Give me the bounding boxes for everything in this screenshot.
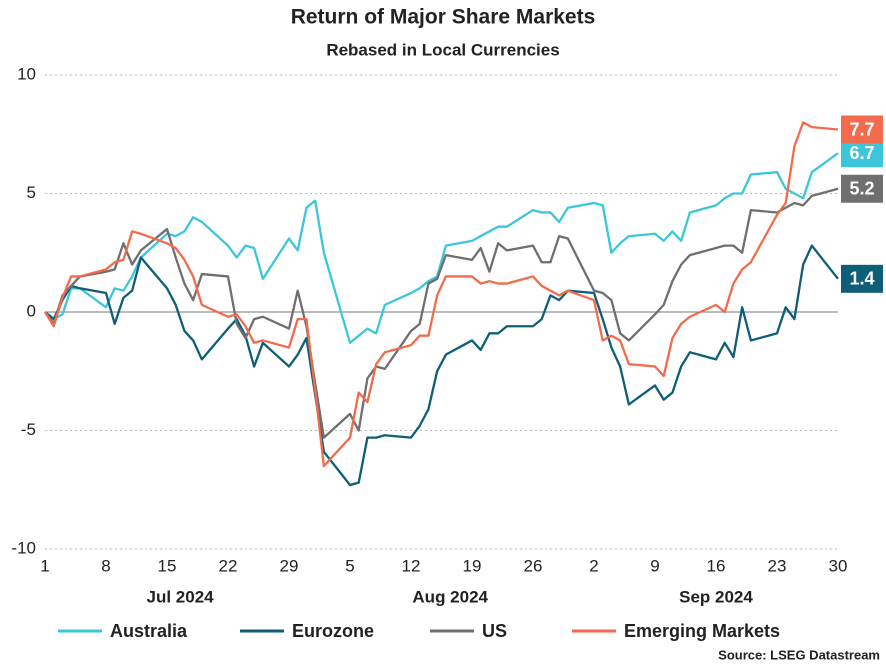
month-label: Aug 2024 xyxy=(412,587,488,606)
x-tick-label: 22 xyxy=(219,556,238,575)
legend-label: US xyxy=(482,621,507,641)
y-tick-label: -5 xyxy=(21,420,36,439)
x-tick-label: 16 xyxy=(707,556,726,575)
y-tick-label: 10 xyxy=(17,64,36,83)
end-label-box xyxy=(841,264,883,293)
end-label: 7.7 xyxy=(849,119,874,139)
x-tick-label: 15 xyxy=(158,556,177,575)
x-tick-label: 5 xyxy=(345,556,354,575)
end-label-box xyxy=(841,139,883,168)
chart-title: Return of Major Share Markets xyxy=(291,6,596,29)
legend-label: Eurozone xyxy=(292,621,374,641)
series-line xyxy=(44,187,839,439)
series-line xyxy=(44,121,839,468)
month-label: Sep 2024 xyxy=(679,587,753,606)
end-label-box xyxy=(841,115,883,144)
x-tick-label: 30 xyxy=(829,556,848,575)
x-tick-label: 26 xyxy=(524,556,543,575)
month-label: Jul 2024 xyxy=(147,587,215,606)
end-label-box xyxy=(841,174,883,203)
series-line xyxy=(44,152,839,344)
legend-label: Australia xyxy=(110,621,188,641)
end-label: 1.4 xyxy=(849,269,874,289)
x-tick-label: 12 xyxy=(402,556,421,575)
y-tick-label: 0 xyxy=(27,301,36,320)
y-tick-label: 5 xyxy=(27,183,36,202)
source-note: Source: LSEG Datastream xyxy=(718,647,880,662)
series-line xyxy=(44,244,839,487)
legend-label: Emerging Markets xyxy=(624,621,780,641)
x-tick-label: 9 xyxy=(650,556,659,575)
end-label: 6.7 xyxy=(849,143,874,163)
y-tick-label: -10 xyxy=(11,538,36,557)
x-tick-label: 2 xyxy=(589,556,598,575)
chart-subtitle: Rebased in Local Currencies xyxy=(326,40,559,59)
x-tick-label: 19 xyxy=(463,556,482,575)
x-tick-label: 23 xyxy=(768,556,787,575)
x-tick-label: 29 xyxy=(280,556,299,575)
x-tick-label: 8 xyxy=(101,556,110,575)
end-label: 5.2 xyxy=(849,179,874,199)
x-tick-label: 1 xyxy=(40,556,49,575)
